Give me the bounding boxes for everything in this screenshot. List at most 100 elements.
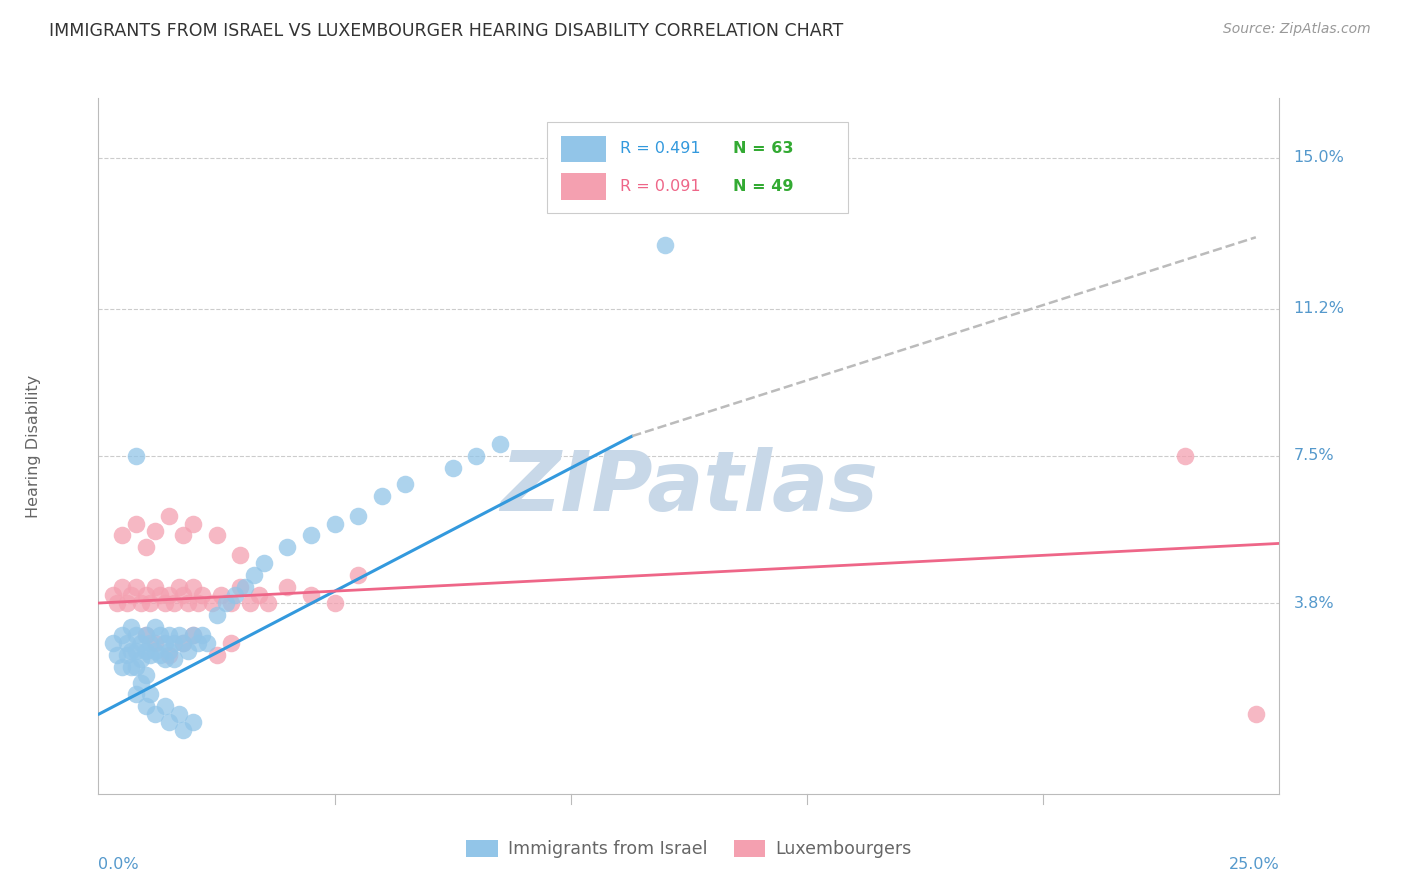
Point — [1174, 449, 1197, 463]
Point — [111, 580, 134, 594]
Legend: Immigrants from Israel, Luxembourgers: Immigrants from Israel, Luxembourgers — [460, 832, 918, 865]
Point — [167, 707, 190, 722]
Point — [163, 596, 186, 610]
Point — [205, 607, 228, 622]
Point — [177, 644, 200, 658]
Point — [229, 580, 252, 594]
Text: 3.8%: 3.8% — [1294, 596, 1334, 610]
Point — [247, 588, 270, 602]
Point — [347, 508, 370, 523]
Point — [195, 636, 218, 650]
Point — [157, 508, 180, 523]
Point — [111, 659, 134, 673]
Point — [181, 628, 204, 642]
Point — [143, 707, 166, 722]
Point — [172, 723, 194, 738]
Point — [115, 648, 138, 662]
Point — [157, 648, 180, 662]
Point — [157, 588, 180, 602]
Bar — [561, 173, 606, 200]
Point — [323, 596, 346, 610]
Point — [239, 596, 262, 610]
Point — [135, 667, 157, 681]
Point — [139, 648, 162, 662]
Point — [299, 528, 322, 542]
Point — [125, 644, 148, 658]
Text: R = 0.491: R = 0.491 — [620, 142, 702, 156]
Point — [181, 628, 204, 642]
Text: Source: ZipAtlas.com: Source: ZipAtlas.com — [1223, 22, 1371, 37]
Point — [129, 675, 152, 690]
Point — [143, 580, 166, 594]
Text: IMMIGRANTS FROM ISRAEL VS LUXEMBOURGER HEARING DISABILITY CORRELATION CHART: IMMIGRANTS FROM ISRAEL VS LUXEMBOURGER H… — [49, 22, 844, 40]
Point — [157, 644, 180, 658]
Point — [215, 596, 238, 610]
Point — [257, 596, 280, 610]
Point — [191, 588, 214, 602]
Point — [187, 596, 209, 610]
Text: N = 49: N = 49 — [733, 179, 793, 194]
Point — [371, 489, 394, 503]
Text: N = 63: N = 63 — [733, 142, 793, 156]
Point — [153, 596, 176, 610]
Point — [129, 636, 152, 650]
Point — [135, 628, 157, 642]
Point — [167, 580, 190, 594]
Point — [125, 580, 148, 594]
Point — [219, 636, 242, 650]
Point — [111, 628, 134, 642]
Point — [191, 628, 214, 642]
Text: 25.0%: 25.0% — [1229, 857, 1279, 872]
Point — [111, 528, 134, 542]
Point — [135, 644, 157, 658]
Point — [323, 516, 346, 531]
Point — [149, 588, 172, 602]
Point — [1244, 707, 1267, 722]
Point — [125, 688, 148, 702]
Point — [121, 659, 143, 673]
Point — [125, 628, 148, 642]
Point — [224, 588, 246, 602]
Point — [177, 596, 200, 610]
Point — [139, 636, 162, 650]
Point — [441, 461, 464, 475]
Point — [163, 636, 186, 650]
Point — [465, 449, 488, 463]
Point — [143, 524, 166, 539]
Point — [149, 648, 172, 662]
Point — [229, 549, 252, 563]
Bar — [561, 136, 606, 162]
Point — [129, 596, 152, 610]
Point — [219, 596, 242, 610]
Point — [253, 556, 276, 570]
Point — [347, 568, 370, 582]
Point — [121, 620, 143, 634]
Point — [121, 644, 143, 658]
Text: R = 0.091: R = 0.091 — [620, 179, 702, 194]
Point — [153, 699, 176, 714]
Point — [135, 699, 157, 714]
Text: 0.0%: 0.0% — [98, 857, 139, 872]
Text: 7.5%: 7.5% — [1294, 449, 1334, 464]
Point — [139, 688, 162, 702]
Point — [135, 541, 157, 555]
Point — [233, 580, 256, 594]
Text: ZIPatlas: ZIPatlas — [501, 447, 877, 528]
Text: 11.2%: 11.2% — [1294, 301, 1344, 317]
Point — [143, 636, 166, 650]
Point — [276, 541, 298, 555]
Point — [172, 528, 194, 542]
Point — [172, 636, 194, 650]
Point — [167, 628, 190, 642]
Point — [125, 516, 148, 531]
Point — [181, 580, 204, 594]
Point — [489, 437, 512, 451]
Point — [135, 628, 157, 642]
Point — [129, 651, 152, 665]
Point — [299, 588, 322, 602]
Point — [654, 238, 676, 252]
Text: Hearing Disability: Hearing Disability — [25, 375, 41, 517]
Point — [149, 628, 172, 642]
Text: 15.0%: 15.0% — [1294, 150, 1344, 165]
Point — [243, 568, 266, 582]
